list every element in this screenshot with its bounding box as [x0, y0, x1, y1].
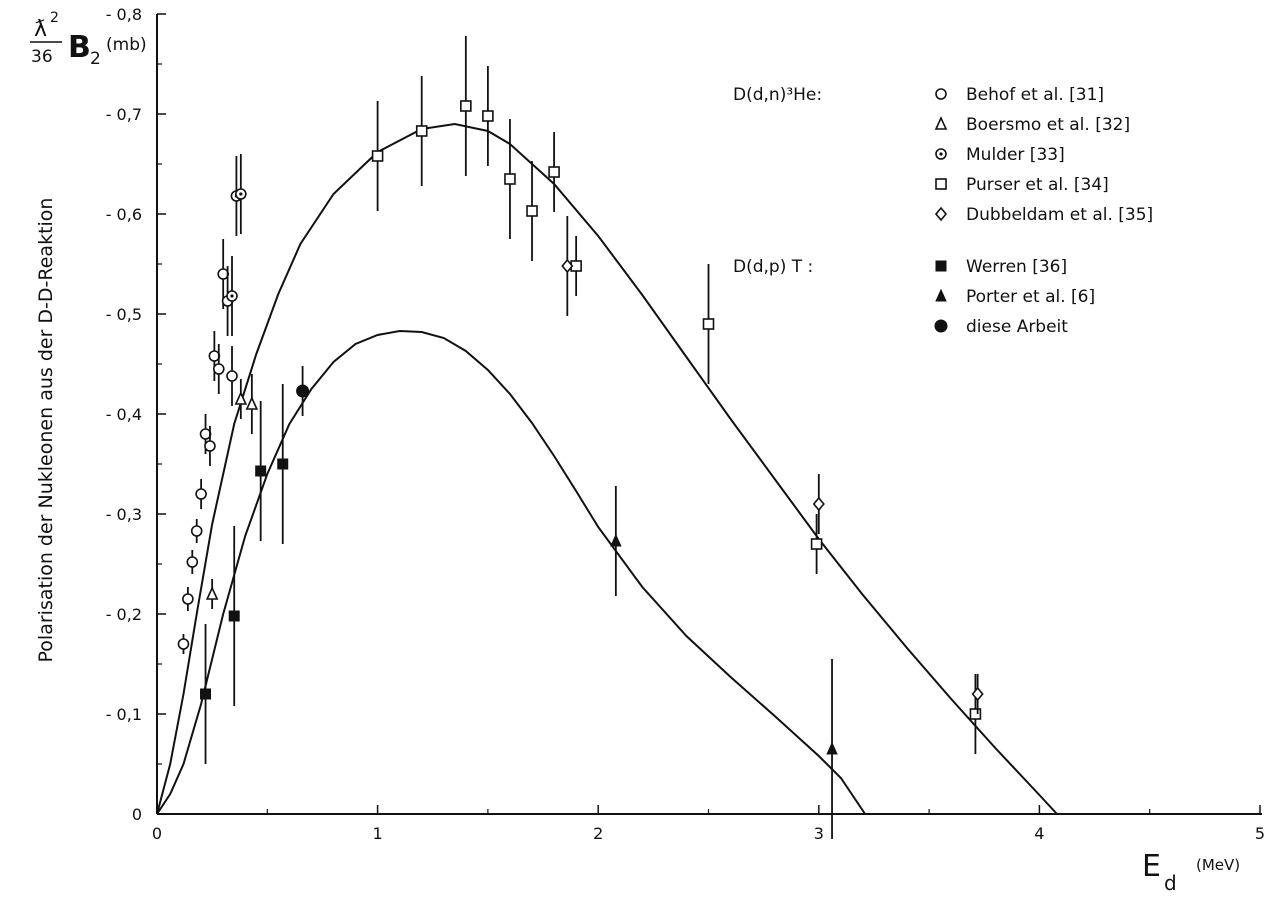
y-tick-label: - 0,7: [106, 105, 142, 124]
x-tick-label: 5: [1255, 824, 1265, 843]
marker-square-open: [548, 166, 560, 178]
legend-entry-label: Boersmo et al. [32]: [966, 115, 1130, 135]
y-tick-label: - 0,3: [106, 505, 142, 524]
marker-diamond-open: [934, 206, 948, 222]
x-tick-label: 1: [373, 824, 383, 843]
marker-circle-open: [208, 350, 221, 362]
x-title-sub: d: [1164, 871, 1177, 895]
marker-triangle-open: [934, 116, 948, 130]
fit-curve-lower: [156, 329, 866, 815]
series-triangle-filled: [610, 486, 838, 839]
y-tick-label: - 0,5: [106, 305, 142, 324]
legend-reaction-label: D(d,n)³He:: [733, 85, 822, 105]
marker-square-open: [371, 150, 384, 162]
axes: 0 1 2 3 4 5 0 - 0,1 - 0,2 - 0,3 - 0,4 - 0,5 - 0,6 - 0…: [106, 5, 1265, 843]
x-tick-label: 2: [593, 824, 603, 843]
y-tick-label: - 0,6: [106, 205, 142, 224]
legend-reaction-label: D(d,p) T :: [733, 257, 813, 277]
marker-square-open: [526, 205, 538, 217]
legend-entry-label: Werren [36]: [966, 257, 1067, 277]
series-triangle-open: [205, 374, 259, 609]
marker-triangle-filled: [826, 741, 838, 755]
y-title-lambda: ƛ: [34, 17, 47, 42]
series-diamond-open: [561, 216, 984, 714]
marker-square-open: [504, 173, 516, 185]
x-tick-label: 0: [152, 824, 162, 843]
marker-circle-filled: [934, 319, 948, 333]
marker-square-open: [702, 318, 715, 330]
y-tick-label: - 0,8: [106, 5, 142, 24]
marker-circle-open: [195, 488, 207, 500]
marker-square-open: [415, 125, 428, 137]
y-tick-label: - 0,2: [106, 605, 142, 624]
marker-circle-open: [190, 525, 203, 537]
legend-entry-label: diese Arbeit: [966, 317, 1068, 337]
marker-square-open: [460, 100, 472, 112]
y-axis-description: Polarisation der Nukleonen aus der D-D-R…: [35, 198, 57, 663]
x-tick-label: 3: [814, 824, 824, 843]
x-title-unit: (MeV): [1196, 856, 1240, 874]
series-circle-filled: [296, 366, 310, 416]
marker-triangle-open: [234, 391, 248, 405]
marker-circle-dot-center: [939, 152, 943, 156]
y-tick-label: - 0,4: [106, 405, 142, 424]
marker-circle-dot-center: [230, 294, 234, 298]
marker-circle-open: [204, 440, 216, 452]
legend-entry-label: Behof et al. [31]: [966, 85, 1104, 105]
marker-circle-open: [212, 363, 225, 375]
legend-entry-label: Mulder [33]: [966, 145, 1065, 165]
marker-triangle-open: [205, 586, 219, 600]
legend-entry-label: Porter et al. [6]: [966, 287, 1095, 307]
marker-circle-open: [177, 638, 190, 650]
marker-circle-open: [217, 268, 229, 280]
y-tick-label: - 0,1: [106, 705, 142, 724]
y-title-exp: 2: [50, 10, 59, 26]
marker-triangle-filled: [610, 533, 622, 547]
marker-circle-open: [199, 428, 212, 440]
data-points: [177, 36, 984, 839]
y-tick-label: 0: [132, 805, 142, 824]
marker-diamond-open: [812, 496, 825, 512]
y-title-sub: 2: [90, 49, 101, 69]
y-title-denominator: 36: [31, 47, 53, 67]
marker-square-filled: [277, 458, 289, 470]
x-axis-title: E d (MeV): [1142, 849, 1240, 895]
marker-triangle-filled: [935, 288, 947, 302]
y-title-unit: (mb): [106, 35, 147, 55]
legend: D(d,n)³He: Behof et al. [31] Boersmo et al…: [733, 85, 1153, 337]
marker-triangle-open: [245, 396, 259, 410]
marker-circle-open: [182, 593, 194, 605]
marker-square-filled: [255, 465, 267, 477]
y-axis-title: ƛ 2 36 B 2 (mb): [30, 10, 147, 69]
series-square-filled: [200, 384, 289, 764]
x-tick-label: 4: [1034, 824, 1044, 843]
series-circle-open: [177, 239, 238, 654]
marker-circle-open: [186, 556, 199, 568]
marker-square-filled: [228, 610, 240, 622]
marker-square-open: [482, 110, 494, 122]
x-title-main: E: [1142, 849, 1161, 884]
series-circle-dot: [226, 154, 247, 336]
marker-square-open: [935, 178, 947, 190]
legend-entry-label: Purser et al. [34]: [966, 175, 1109, 195]
marker-circle-filled: [296, 384, 310, 398]
fit-curves: [156, 122, 1058, 815]
legend-entry-label: Dubbeldam et al. [35]: [966, 205, 1153, 225]
marker-diamond-open: [971, 686, 984, 702]
series-square-open: [371, 36, 982, 754]
marker-square-open: [810, 538, 823, 550]
marker-circle-open: [935, 88, 947, 100]
fit-curve-upper: [156, 122, 1058, 815]
marker-diamond-open: [561, 258, 574, 274]
marker-square-filled: [935, 260, 947, 272]
marker-circle-open: [226, 370, 238, 382]
marker-square-open: [969, 708, 982, 720]
marker-circle-dot-center: [239, 192, 243, 196]
marker-square-filled: [200, 688, 212, 700]
y-title-main: B: [68, 30, 91, 65]
